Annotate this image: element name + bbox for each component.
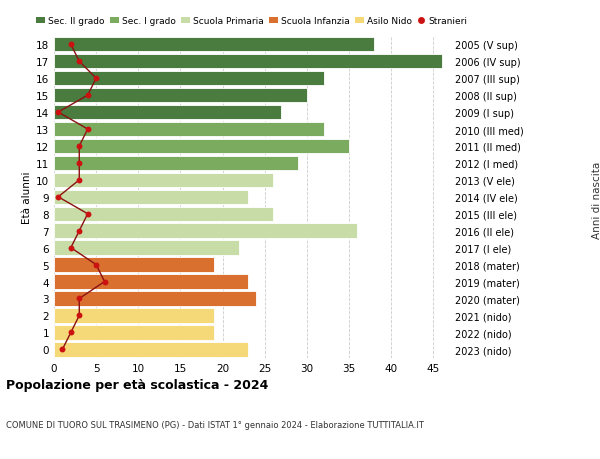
Bar: [54, 89, 307, 103]
Bar: [54, 173, 273, 188]
Point: [74, 312, 84, 319]
Point: [91, 75, 101, 83]
Bar: [54, 241, 239, 255]
Point: [83, 211, 92, 218]
Bar: [54, 140, 349, 154]
Bar: [54, 157, 298, 171]
Point: [66, 329, 76, 336]
Bar: [54, 275, 248, 289]
Text: Popolazione per età scolastica - 2024: Popolazione per età scolastica - 2024: [6, 379, 268, 392]
Point: [66, 41, 76, 49]
Bar: [54, 224, 358, 238]
Bar: [54, 291, 256, 306]
Bar: [54, 325, 214, 340]
Bar: [54, 258, 214, 272]
Point: [74, 295, 84, 302]
Text: COMUNE DI TUORO SUL TRASIMENO (PG) - Dati ISTAT 1° gennaio 2024 - Elaborazione T: COMUNE DI TUORO SUL TRASIMENO (PG) - Dat…: [6, 420, 424, 429]
Legend: Sec. II grado, Sec. I grado, Scuola Primaria, Scuola Infanzia, Asilo Nido, Stran: Sec. II grado, Sec. I grado, Scuola Prim…: [37, 17, 467, 26]
Bar: [54, 207, 273, 221]
Point: [74, 143, 84, 150]
Bar: [54, 308, 214, 323]
Bar: [54, 55, 442, 69]
Point: [100, 278, 109, 285]
Point: [66, 245, 76, 252]
Bar: [54, 123, 323, 137]
Point: [83, 92, 92, 100]
Point: [74, 177, 84, 184]
Point: [58, 346, 67, 353]
Bar: [54, 190, 248, 205]
Point: [74, 58, 84, 66]
Text: Anni di nascita: Anni di nascita: [592, 161, 600, 238]
Point: [83, 126, 92, 134]
Point: [53, 109, 63, 117]
Bar: [54, 38, 374, 52]
Point: [74, 160, 84, 167]
Point: [53, 194, 63, 201]
Bar: [54, 342, 248, 357]
Y-axis label: Età alunni: Età alunni: [22, 171, 32, 224]
Point: [91, 261, 101, 269]
Bar: [54, 72, 323, 86]
Bar: [54, 106, 281, 120]
Point: [74, 228, 84, 235]
